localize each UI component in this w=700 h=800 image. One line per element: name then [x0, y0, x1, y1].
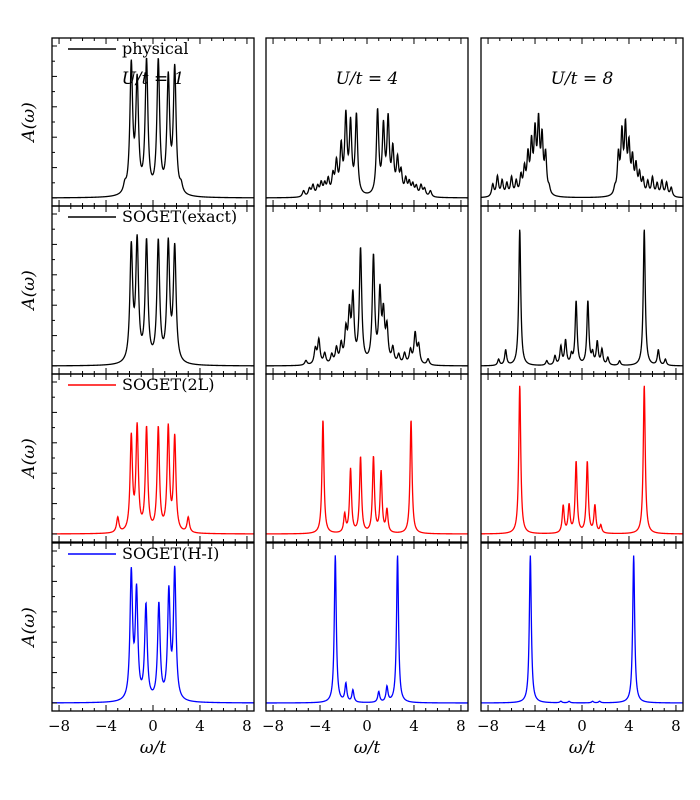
panel-frame — [51, 205, 255, 375]
panel-r0-c0: physical U/t = 1 — [51, 37, 255, 207]
series-line-soget-2l--u4 — [266, 420, 468, 535]
panel-frame — [265, 373, 469, 543]
series-line-soget-exact--u4 — [266, 247, 468, 367]
x-axis-label-1: ω/t — [354, 738, 381, 758]
panel-r1-c2 — [480, 205, 684, 375]
legend-label-1: SOGET(exact) — [122, 207, 237, 226]
series-line-soget-h-i--u4 — [266, 555, 468, 704]
panel-frame — [265, 205, 469, 375]
x-tick-label: 8 — [242, 717, 252, 735]
column-label-u1: U/t = 1 — [122, 69, 185, 89]
x-tick-label: 8 — [456, 717, 466, 735]
column-label-u8: U/t = 8 — [551, 69, 614, 89]
panel-r0-c1: U/t = 4 — [265, 37, 469, 207]
panel-r1-c0: SOGET(exact) — [51, 205, 255, 375]
x-tick-label: 8 — [671, 717, 681, 735]
x-tick-label: 4 — [195, 717, 205, 735]
panel-frame — [480, 373, 684, 543]
legend-label-3: SOGET(H-I) — [122, 544, 219, 563]
axis-labels: A(ω) A(ω) A(ω) A(ω) −8 −4 0 4 8 ω/t −8 −4 0 4 8 ω/t −8 −4… — [19, 102, 681, 758]
panel-frame — [51, 373, 255, 543]
x-tick-label: 0 — [362, 717, 372, 735]
y-axis-label-1: A(ω) — [19, 270, 39, 311]
panel-frame — [51, 37, 255, 207]
panel-frame — [265, 542, 469, 712]
series-line-physical-u4 — [266, 108, 469, 199]
legend-label-0: physical — [122, 39, 189, 58]
series-line-soget-exact--u8 — [480, 229, 683, 367]
panel-frame — [265, 37, 469, 207]
panel-r2-c0: SOGET(2L) — [51, 373, 255, 543]
x-tick-label: 0 — [577, 717, 587, 735]
x-tick-label: −8 — [477, 717, 499, 735]
panel-frame — [480, 205, 684, 375]
panels-grid: physical U/t = 1 U/t = 4 U/t = 8 SOGET(exact… — [51, 37, 684, 712]
series-line-soget-2l--u8 — [481, 385, 683, 535]
panel-r2-c1 — [265, 373, 469, 543]
panel-r3-c1 — [265, 542, 469, 712]
series-line-soget-exact--u1 — [52, 234, 254, 367]
series-line-physical-u1 — [52, 57, 254, 199]
panel-frame — [480, 542, 684, 712]
y-axis-label-2: A(ω) — [19, 438, 39, 479]
x-axis-label-0: ω/t — [140, 738, 167, 758]
x-tick-label: −4 — [95, 717, 117, 735]
panel-r3-c2 — [480, 542, 684, 712]
x-tick-label: 0 — [148, 717, 158, 735]
x-tick-label: −4 — [309, 717, 331, 735]
series-line-soget-h-i--u1 — [51, 565, 254, 704]
x-tick-label: 4 — [624, 717, 634, 735]
panel-r0-c2: U/t = 8 — [480, 37, 684, 207]
panel-r1-c1 — [265, 205, 469, 375]
x-tick-label: 4 — [409, 717, 419, 735]
column-label-u4: U/t = 4 — [336, 69, 399, 89]
series-line-physical-u8 — [480, 112, 684, 199]
legend-label-2: SOGET(2L) — [122, 375, 215, 394]
x-tick-label: −8 — [262, 717, 284, 735]
series-line-soget-h-i--u8 — [481, 555, 683, 704]
series-line-soget-2l--u1 — [52, 422, 254, 535]
panel-r3-c0: SOGET(H-I) — [51, 542, 255, 712]
y-axis-label-3: A(ω) — [19, 607, 39, 648]
x-tick-label: −4 — [524, 717, 546, 735]
panel-frame — [51, 542, 255, 712]
x-axis-label-2: ω/t — [569, 738, 596, 758]
y-axis-label-0: A(ω) — [19, 102, 39, 143]
x-tick-label: −8 — [48, 717, 70, 735]
panel-r2-c2 — [480, 373, 684, 543]
